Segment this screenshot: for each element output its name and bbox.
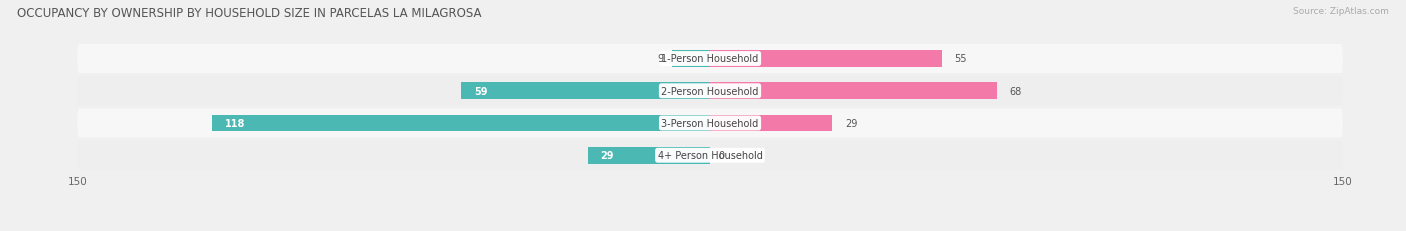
Text: Source: ZipAtlas.com: Source: ZipAtlas.com	[1294, 7, 1389, 16]
Text: 68: 68	[1010, 86, 1022, 96]
Bar	[710, 51, 942, 68]
Text: OCCUPANCY BY OWNERSHIP BY HOUSEHOLD SIZE IN PARCELAS LA MILAGROSA: OCCUPANCY BY OWNERSHIP BY HOUSEHOLD SIZE…	[17, 7, 481, 20]
Text: 2-Person Household: 2-Person Household	[661, 86, 759, 96]
FancyBboxPatch shape	[77, 77, 1343, 106]
Text: 29: 29	[845, 119, 858, 128]
FancyBboxPatch shape	[77, 45, 1343, 74]
Text: 118: 118	[225, 119, 245, 128]
Text: 55: 55	[955, 54, 967, 64]
Bar	[672, 51, 710, 68]
Bar	[461, 83, 710, 100]
Text: 4+ Person Household: 4+ Person Household	[658, 151, 762, 161]
FancyBboxPatch shape	[77, 141, 1343, 170]
Bar	[212, 115, 710, 132]
Text: 29: 29	[600, 151, 614, 161]
Text: 9: 9	[658, 54, 664, 64]
Text: 59: 59	[474, 86, 488, 96]
Text: 1-Person Household: 1-Person Household	[661, 54, 759, 64]
Bar	[588, 147, 710, 164]
Bar	[710, 115, 832, 132]
FancyBboxPatch shape	[77, 109, 1343, 138]
Bar	[710, 83, 997, 100]
Text: 0: 0	[718, 151, 724, 161]
Text: 3-Person Household: 3-Person Household	[661, 119, 759, 128]
